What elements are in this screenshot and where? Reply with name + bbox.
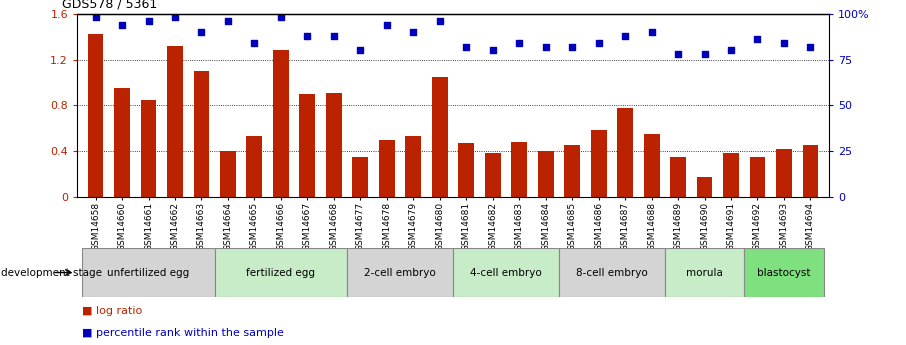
Text: fertilized egg: fertilized egg bbox=[246, 268, 315, 277]
Bar bbox=[564, 145, 580, 197]
Bar bbox=[347, 248, 453, 297]
Point bbox=[538, 44, 553, 49]
Bar bbox=[167, 46, 183, 197]
Text: GDS578 / 5361: GDS578 / 5361 bbox=[62, 0, 158, 10]
Text: 4-cell embryo: 4-cell embryo bbox=[470, 268, 542, 277]
Bar bbox=[114, 88, 130, 197]
Text: blastocyst: blastocyst bbox=[757, 268, 811, 277]
Bar bbox=[326, 93, 342, 197]
Point bbox=[565, 44, 580, 49]
Bar bbox=[803, 145, 818, 197]
Bar bbox=[749, 157, 766, 197]
Point bbox=[512, 40, 526, 46]
Bar bbox=[485, 153, 501, 197]
Point bbox=[670, 51, 685, 57]
Bar bbox=[617, 108, 633, 197]
Point bbox=[88, 15, 102, 20]
Point bbox=[168, 15, 182, 20]
Point bbox=[486, 48, 500, 53]
Bar bbox=[723, 153, 739, 197]
Point bbox=[592, 40, 606, 46]
Point bbox=[115, 22, 130, 28]
Point bbox=[274, 15, 288, 20]
Bar bbox=[538, 151, 554, 197]
Bar bbox=[405, 136, 421, 197]
Point bbox=[406, 29, 420, 35]
Text: ■ log ratio: ■ log ratio bbox=[82, 306, 142, 316]
Point bbox=[141, 18, 156, 24]
Bar bbox=[458, 143, 474, 197]
Bar bbox=[194, 71, 209, 197]
Point bbox=[353, 48, 368, 53]
Point bbox=[776, 40, 791, 46]
Bar bbox=[776, 149, 792, 197]
Text: development stage: development stage bbox=[1, 268, 101, 277]
Point bbox=[644, 29, 659, 35]
Point bbox=[432, 18, 447, 24]
Text: unfertilized egg: unfertilized egg bbox=[108, 268, 189, 277]
Bar bbox=[82, 248, 215, 297]
Point bbox=[804, 44, 818, 49]
Bar bbox=[220, 151, 236, 197]
Text: 2-cell embryo: 2-cell embryo bbox=[364, 268, 436, 277]
Point bbox=[459, 44, 474, 49]
Bar bbox=[665, 248, 744, 297]
Bar bbox=[215, 248, 347, 297]
Bar bbox=[744, 248, 824, 297]
Point bbox=[618, 33, 632, 39]
Point bbox=[194, 29, 208, 35]
Point bbox=[724, 48, 738, 53]
Bar bbox=[379, 139, 395, 197]
Point bbox=[221, 18, 236, 24]
Text: 8-cell embryo: 8-cell embryo bbox=[576, 268, 648, 277]
Bar bbox=[140, 99, 157, 197]
Text: morula: morula bbox=[686, 268, 723, 277]
Bar bbox=[352, 157, 368, 197]
Point bbox=[698, 51, 712, 57]
Bar bbox=[432, 77, 448, 197]
Point bbox=[326, 33, 341, 39]
Bar bbox=[697, 177, 712, 197]
Point bbox=[247, 40, 262, 46]
Bar bbox=[88, 34, 103, 197]
Bar bbox=[453, 248, 559, 297]
Bar bbox=[643, 134, 660, 197]
Bar bbox=[670, 157, 686, 197]
Point bbox=[750, 37, 765, 42]
Bar bbox=[559, 248, 665, 297]
Bar bbox=[246, 136, 263, 197]
Bar bbox=[299, 94, 315, 197]
Bar bbox=[591, 130, 607, 197]
Text: ■ percentile rank within the sample: ■ percentile rank within the sample bbox=[82, 328, 284, 338]
Point bbox=[300, 33, 314, 39]
Bar bbox=[511, 142, 527, 197]
Point bbox=[380, 22, 394, 28]
Bar bbox=[273, 50, 289, 197]
